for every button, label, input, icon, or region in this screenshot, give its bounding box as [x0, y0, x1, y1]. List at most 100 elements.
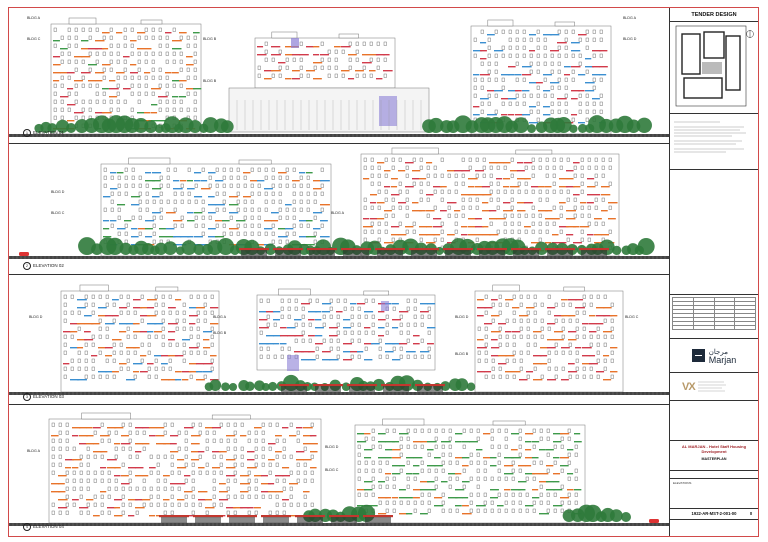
balcony-accent [543, 34, 552, 36]
carport-shadow [547, 250, 573, 256]
balcony-accent [546, 449, 554, 451]
balcony-accent [391, 194, 400, 196]
balcony-accent [580, 202, 587, 204]
window [355, 57, 359, 62]
carport-shadow [581, 250, 607, 256]
window [370, 181, 374, 186]
window [489, 165, 493, 170]
window [498, 326, 502, 331]
balcony-accent [399, 343, 408, 345]
window [557, 101, 561, 106]
window [126, 358, 130, 363]
window [198, 422, 202, 427]
balcony-accent [205, 427, 214, 429]
balcony-accent [81, 40, 89, 42]
balcony-accent [135, 499, 143, 501]
window [532, 500, 536, 505]
balcony-accent [427, 465, 436, 467]
balcony-accent [518, 489, 526, 491]
balcony-accent [553, 457, 560, 459]
balcony-accent [179, 96, 186, 98]
entrance-glazing [379, 96, 397, 126]
balcony-accent [280, 343, 287, 345]
window [250, 199, 254, 204]
window [406, 476, 410, 481]
window [95, 51, 99, 56]
window [250, 167, 254, 172]
carport-canopy [295, 515, 325, 518]
balcony-accent [568, 299, 577, 301]
window [480, 109, 484, 114]
balcony-accent [103, 228, 110, 230]
window [592, 85, 596, 90]
window [126, 350, 130, 355]
balcony-accent [406, 473, 413, 475]
balcony-accent [163, 475, 170, 477]
window [271, 239, 275, 244]
window [310, 478, 314, 483]
window [102, 35, 106, 40]
window [498, 294, 502, 299]
window [336, 322, 340, 327]
balcony-accent [550, 50, 560, 52]
window [198, 502, 202, 507]
window [496, 229, 500, 234]
balcony-accent [133, 371, 140, 373]
window [385, 322, 389, 327]
window [212, 470, 216, 475]
window [168, 294, 172, 299]
balcony-accent [566, 234, 574, 236]
window [383, 57, 387, 62]
window [519, 326, 523, 331]
window [434, 436, 438, 441]
window [582, 334, 586, 339]
window [550, 53, 554, 58]
balcony-accent [364, 359, 373, 361]
window [350, 322, 354, 327]
window [405, 189, 409, 194]
window [77, 310, 81, 315]
tree [428, 117, 444, 133]
window [51, 446, 55, 451]
balcony-accent [378, 433, 386, 435]
balcony-accent [557, 98, 567, 100]
window [67, 27, 71, 32]
window [166, 175, 170, 180]
window [550, 69, 554, 74]
balcony-accent [299, 172, 306, 174]
carport-shadow [479, 250, 505, 256]
window [236, 223, 240, 228]
window [233, 462, 237, 467]
window [371, 484, 375, 489]
balcony-accent [525, 457, 533, 459]
window [561, 350, 565, 355]
balcony-accent [194, 196, 203, 198]
balcony-accent [489, 218, 497, 220]
balcony-accent [490, 465, 497, 467]
balcony-accent [187, 236, 194, 238]
window [469, 428, 473, 433]
window [364, 314, 368, 319]
balcony-accent [320, 54, 330, 56]
window [550, 85, 554, 90]
balcony-accent [131, 196, 141, 198]
window [177, 430, 181, 435]
window [599, 37, 603, 42]
window [553, 492, 557, 497]
balcony-accent [571, 50, 581, 52]
window [60, 83, 64, 88]
window [490, 444, 494, 449]
window [257, 167, 261, 172]
window [536, 45, 540, 50]
balcony-accent [518, 481, 527, 483]
balcony-accent [462, 465, 469, 467]
window [364, 468, 368, 473]
window [473, 53, 477, 58]
window [121, 462, 125, 467]
balcony-accent [484, 371, 492, 373]
window [72, 486, 76, 491]
window [512, 294, 516, 299]
balcony-accent [480, 50, 487, 52]
window [517, 189, 521, 194]
building-label: BLDG B [203, 37, 217, 41]
